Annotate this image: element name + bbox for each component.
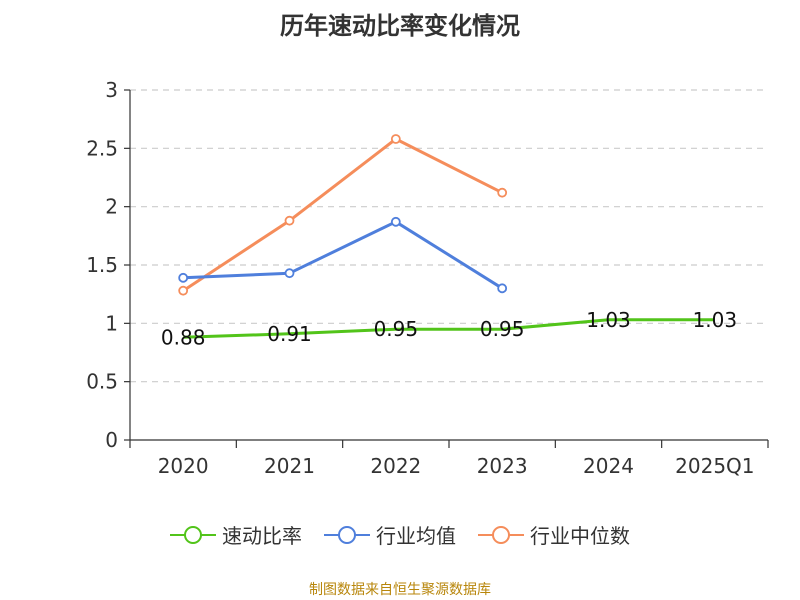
series-line [183, 318, 715, 339]
y-tick-label: 0.5 [86, 370, 118, 394]
data-point [178, 272, 189, 283]
y-tick-label: 1 [105, 311, 118, 335]
data-label: 0.91 [267, 322, 312, 346]
legend-swatch-icon [478, 525, 524, 544]
axes: 0 0.5 1 1.5 2 2.5 3 2020 2021 2022 2023 2024 2025Q1 [86, 78, 769, 478]
data-point [390, 216, 401, 227]
series-line [183, 220, 503, 290]
chart-title: 历年速动比率变化情况 [280, 12, 520, 40]
legend-item[interactable]: 速动比率 [170, 520, 302, 549]
legend-swatch-icon [324, 525, 370, 544]
y-tick-label: 2.5 [86, 136, 118, 160]
data-label: 0.95 [374, 317, 419, 341]
x-tick-label: 2022 [370, 454, 421, 478]
data-label: 0.95 [480, 317, 525, 341]
data-point [497, 187, 508, 198]
y-tick-label: 2 [105, 195, 118, 219]
x-tick-label: 2021 [264, 454, 315, 478]
source-note: 制图数据来自恒生聚源数据库 [309, 582, 491, 598]
legend-label: 行业均值 [376, 524, 456, 548]
series-lines [178, 134, 715, 339]
data-labels: 0.88 0.91 0.95 0.95 1.03 1.03 [161, 308, 737, 350]
data-point [178, 285, 189, 296]
x-tick-label: 2024 [583, 454, 634, 478]
data-point [284, 268, 295, 279]
legend-swatch-icon [170, 525, 216, 544]
legend-label: 行业中位数 [530, 524, 630, 548]
data-label: 0.88 [161, 325, 206, 349]
y-tick-label: 1.5 [86, 253, 118, 277]
legend-label: 速动比率 [222, 524, 302, 548]
data-point [497, 283, 508, 294]
legend: 速动比率 行业均值 行业中位数 [0, 520, 800, 549]
series-line [182, 137, 503, 292]
data-point [390, 134, 401, 144]
x-tick-label: 2020 [158, 454, 209, 478]
legend-item[interactable]: 行业均值 [324, 520, 456, 549]
grid-lines [130, 89, 768, 383]
data-point [284, 215, 295, 226]
x-tick-label: 2025Q1 [675, 454, 754, 478]
data-label: 1.03 [693, 308, 738, 332]
legend-item[interactable]: 行业中位数 [478, 520, 630, 549]
x-tick-label: 2023 [477, 454, 528, 478]
data-label: 1.03 [586, 308, 631, 332]
y-tick-label: 3 [105, 78, 118, 102]
y-tick-label: 0 [105, 428, 118, 452]
